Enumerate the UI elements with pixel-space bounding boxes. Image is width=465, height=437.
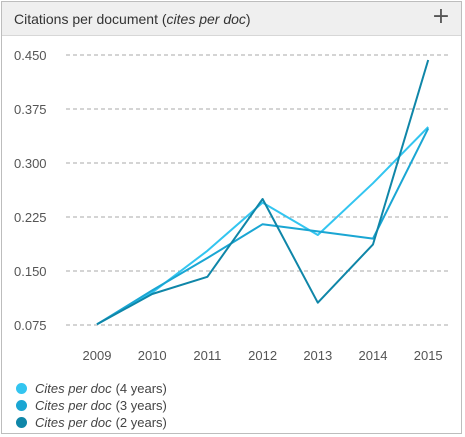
chart-title: Citations per document (cites per doc) — [14, 11, 251, 27]
x-tick-label: 2012 — [248, 348, 277, 363]
card-header: Citations per document (cites per doc) + — [2, 2, 461, 36]
series-line-1 — [96, 127, 430, 326]
legend-label-suffix: (3 years) — [115, 398, 167, 413]
legend-item-2-years[interactable]: Cites per doc (2 years) — [16, 414, 167, 431]
x-tick-label: 2014 — [359, 348, 388, 363]
legend-dot-4-years — [16, 383, 27, 394]
legend-label-suffix: (2 years) — [115, 415, 167, 430]
y-axis-ticks: 0.075 0.150 0.225 0.300 0.375 0.450 — [14, 48, 47, 333]
legend-dot-2-years — [16, 417, 27, 428]
legend-label-italic: Cites per doc — [35, 398, 112, 413]
y-tick-label: 0.375 — [14, 102, 47, 117]
y-tick-label: 0.150 — [14, 264, 47, 279]
legend-label-suffix: (4 years) — [115, 381, 167, 396]
legend-item-4-years[interactable]: Cites per doc (4 years) — [16, 380, 167, 397]
plus-icon[interactable]: + — [431, 4, 451, 29]
series-line-0 — [96, 126, 429, 326]
y-tick-label: 0.300 — [14, 156, 47, 171]
y-tick-label: 0.450 — [14, 48, 47, 63]
chart-title-italic: cites per doc — [166, 11, 246, 27]
legend: Cites per doc (4 years) Cites per doc (3… — [16, 380, 167, 431]
legend-item-3-years[interactable]: Cites per doc (3 years) — [16, 397, 167, 414]
x-tick-label: 2015 — [414, 348, 443, 363]
chart-title-main: Citations per document — [14, 11, 158, 27]
legend-label-italic: Cites per doc — [35, 381, 112, 396]
legend-dot-3-years — [16, 400, 27, 411]
x-tick-label: 2009 — [83, 348, 112, 363]
y-tick-label: 0.075 — [14, 318, 47, 333]
y-tick-label: 0.225 — [14, 210, 47, 225]
series-line-2 — [96, 59, 430, 326]
series-lines — [96, 59, 430, 326]
x-axis-ticks: 2009 2010 2011 2012 2013 2014 2015 — [83, 348, 443, 363]
x-tick-label: 2013 — [303, 348, 332, 363]
gridlines — [66, 54, 448, 326]
x-tick-label: 2011 — [193, 348, 221, 363]
x-tick-label: 2010 — [138, 348, 167, 363]
legend-label-italic: Cites per doc — [35, 415, 112, 430]
